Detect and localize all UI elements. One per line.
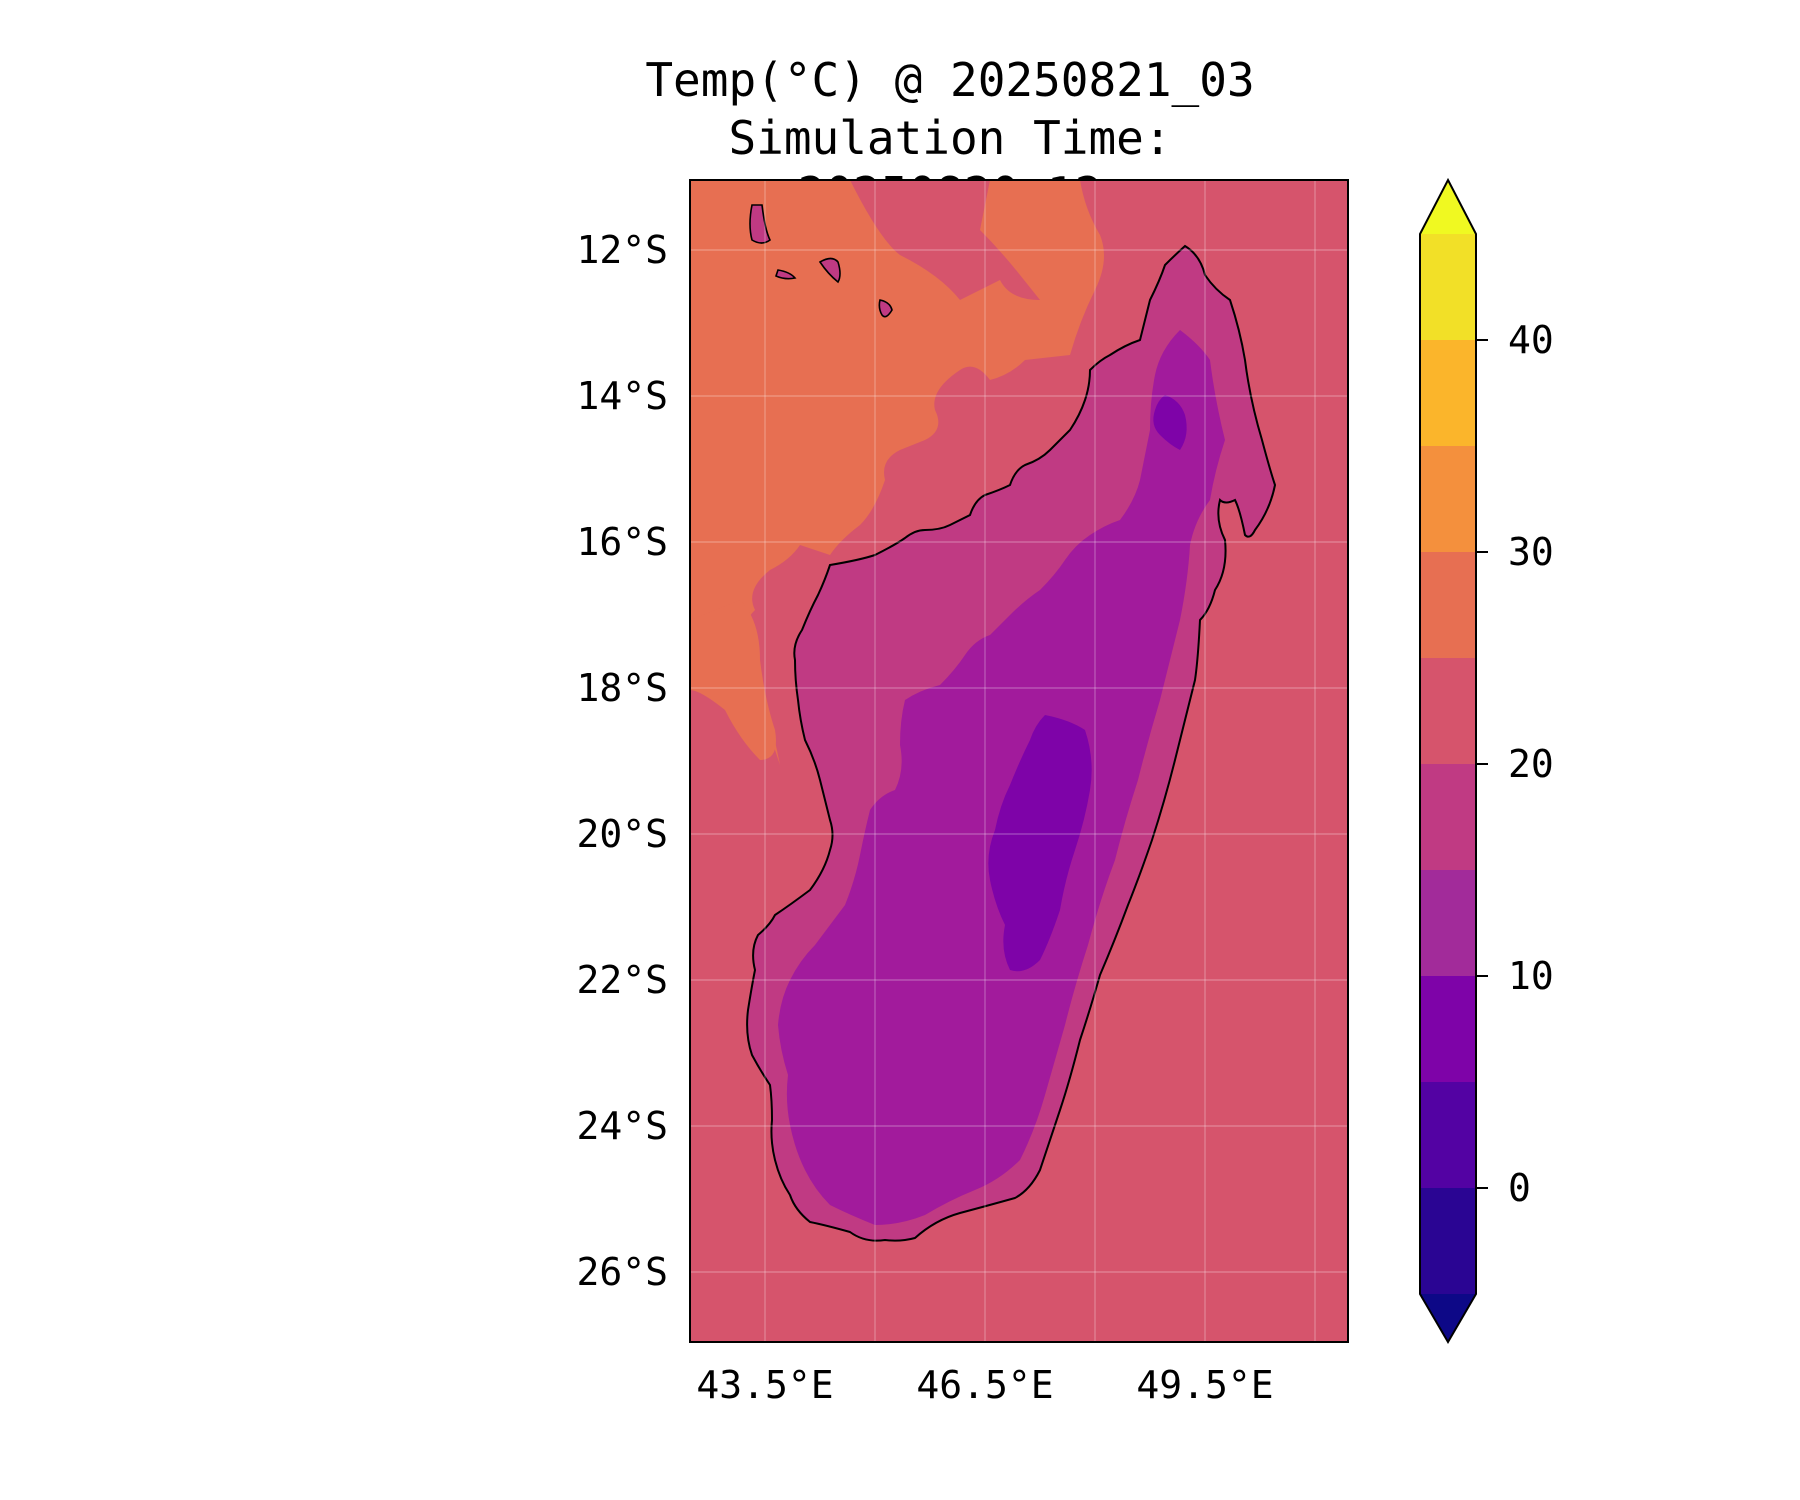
island [818,257,841,284]
warm-sea-region [690,180,1104,765]
lat-tick-label: 12°S [576,228,668,272]
lat-tick-label: 18°S [576,666,668,710]
colorbar-tick-label: 0 [1508,1166,1531,1210]
map-frame [689,179,1349,1343]
lat-tick-label: 16°S [576,520,668,564]
colorbar-segment [1420,234,1476,340]
colorbar-segment [1420,764,1476,870]
colorbar-segment [1420,340,1476,446]
colorbar-tick-label: 30 [1508,530,1554,574]
colorbar-segment [1420,870,1476,976]
colorbar: 40 30 20 10 0 [1419,177,1554,1344]
colorbar-extend-top [1420,180,1476,234]
warm-sea-region-south [690,600,776,760]
lat-tick-label: 14°S [576,374,668,418]
lat-tick-label: 24°S [576,1104,668,1148]
highland-band [778,330,1225,1225]
northern-highlands-cold [1153,395,1187,450]
lat-tick-label: 20°S [576,812,668,856]
island [878,299,893,318]
colorbar-outline [1419,177,1477,1344]
lon-tick-label: 46.5°E [916,1363,1053,1407]
map-title: Temp(°C) @ 20250821_03 [645,53,1255,107]
colorbar-tick-label: 10 [1508,954,1554,998]
island [749,204,772,244]
lon-tick-label: 49.5°E [1136,1363,1273,1407]
lat-tick-label: 22°S [576,958,668,1002]
colorbar-segment [1420,446,1476,552]
colorbar-tick-label: 40 [1508,318,1554,362]
colorbar-extend-bottom [1420,1294,1476,1342]
colorbar-segment [1420,552,1476,658]
colorbar-segment [1420,1082,1476,1188]
colorbar-segment [1420,976,1476,1082]
colorbar-segment [1420,1188,1476,1294]
island [775,269,797,280]
central-highlands-cold [988,715,1092,972]
lon-tick-label: 43.5°E [696,1363,833,1407]
gridlines [690,180,1348,1342]
lat-tick-label: 26°S [576,1250,668,1294]
colorbar-tick-label: 20 [1508,742,1554,786]
colorbar-segment [1420,658,1476,764]
